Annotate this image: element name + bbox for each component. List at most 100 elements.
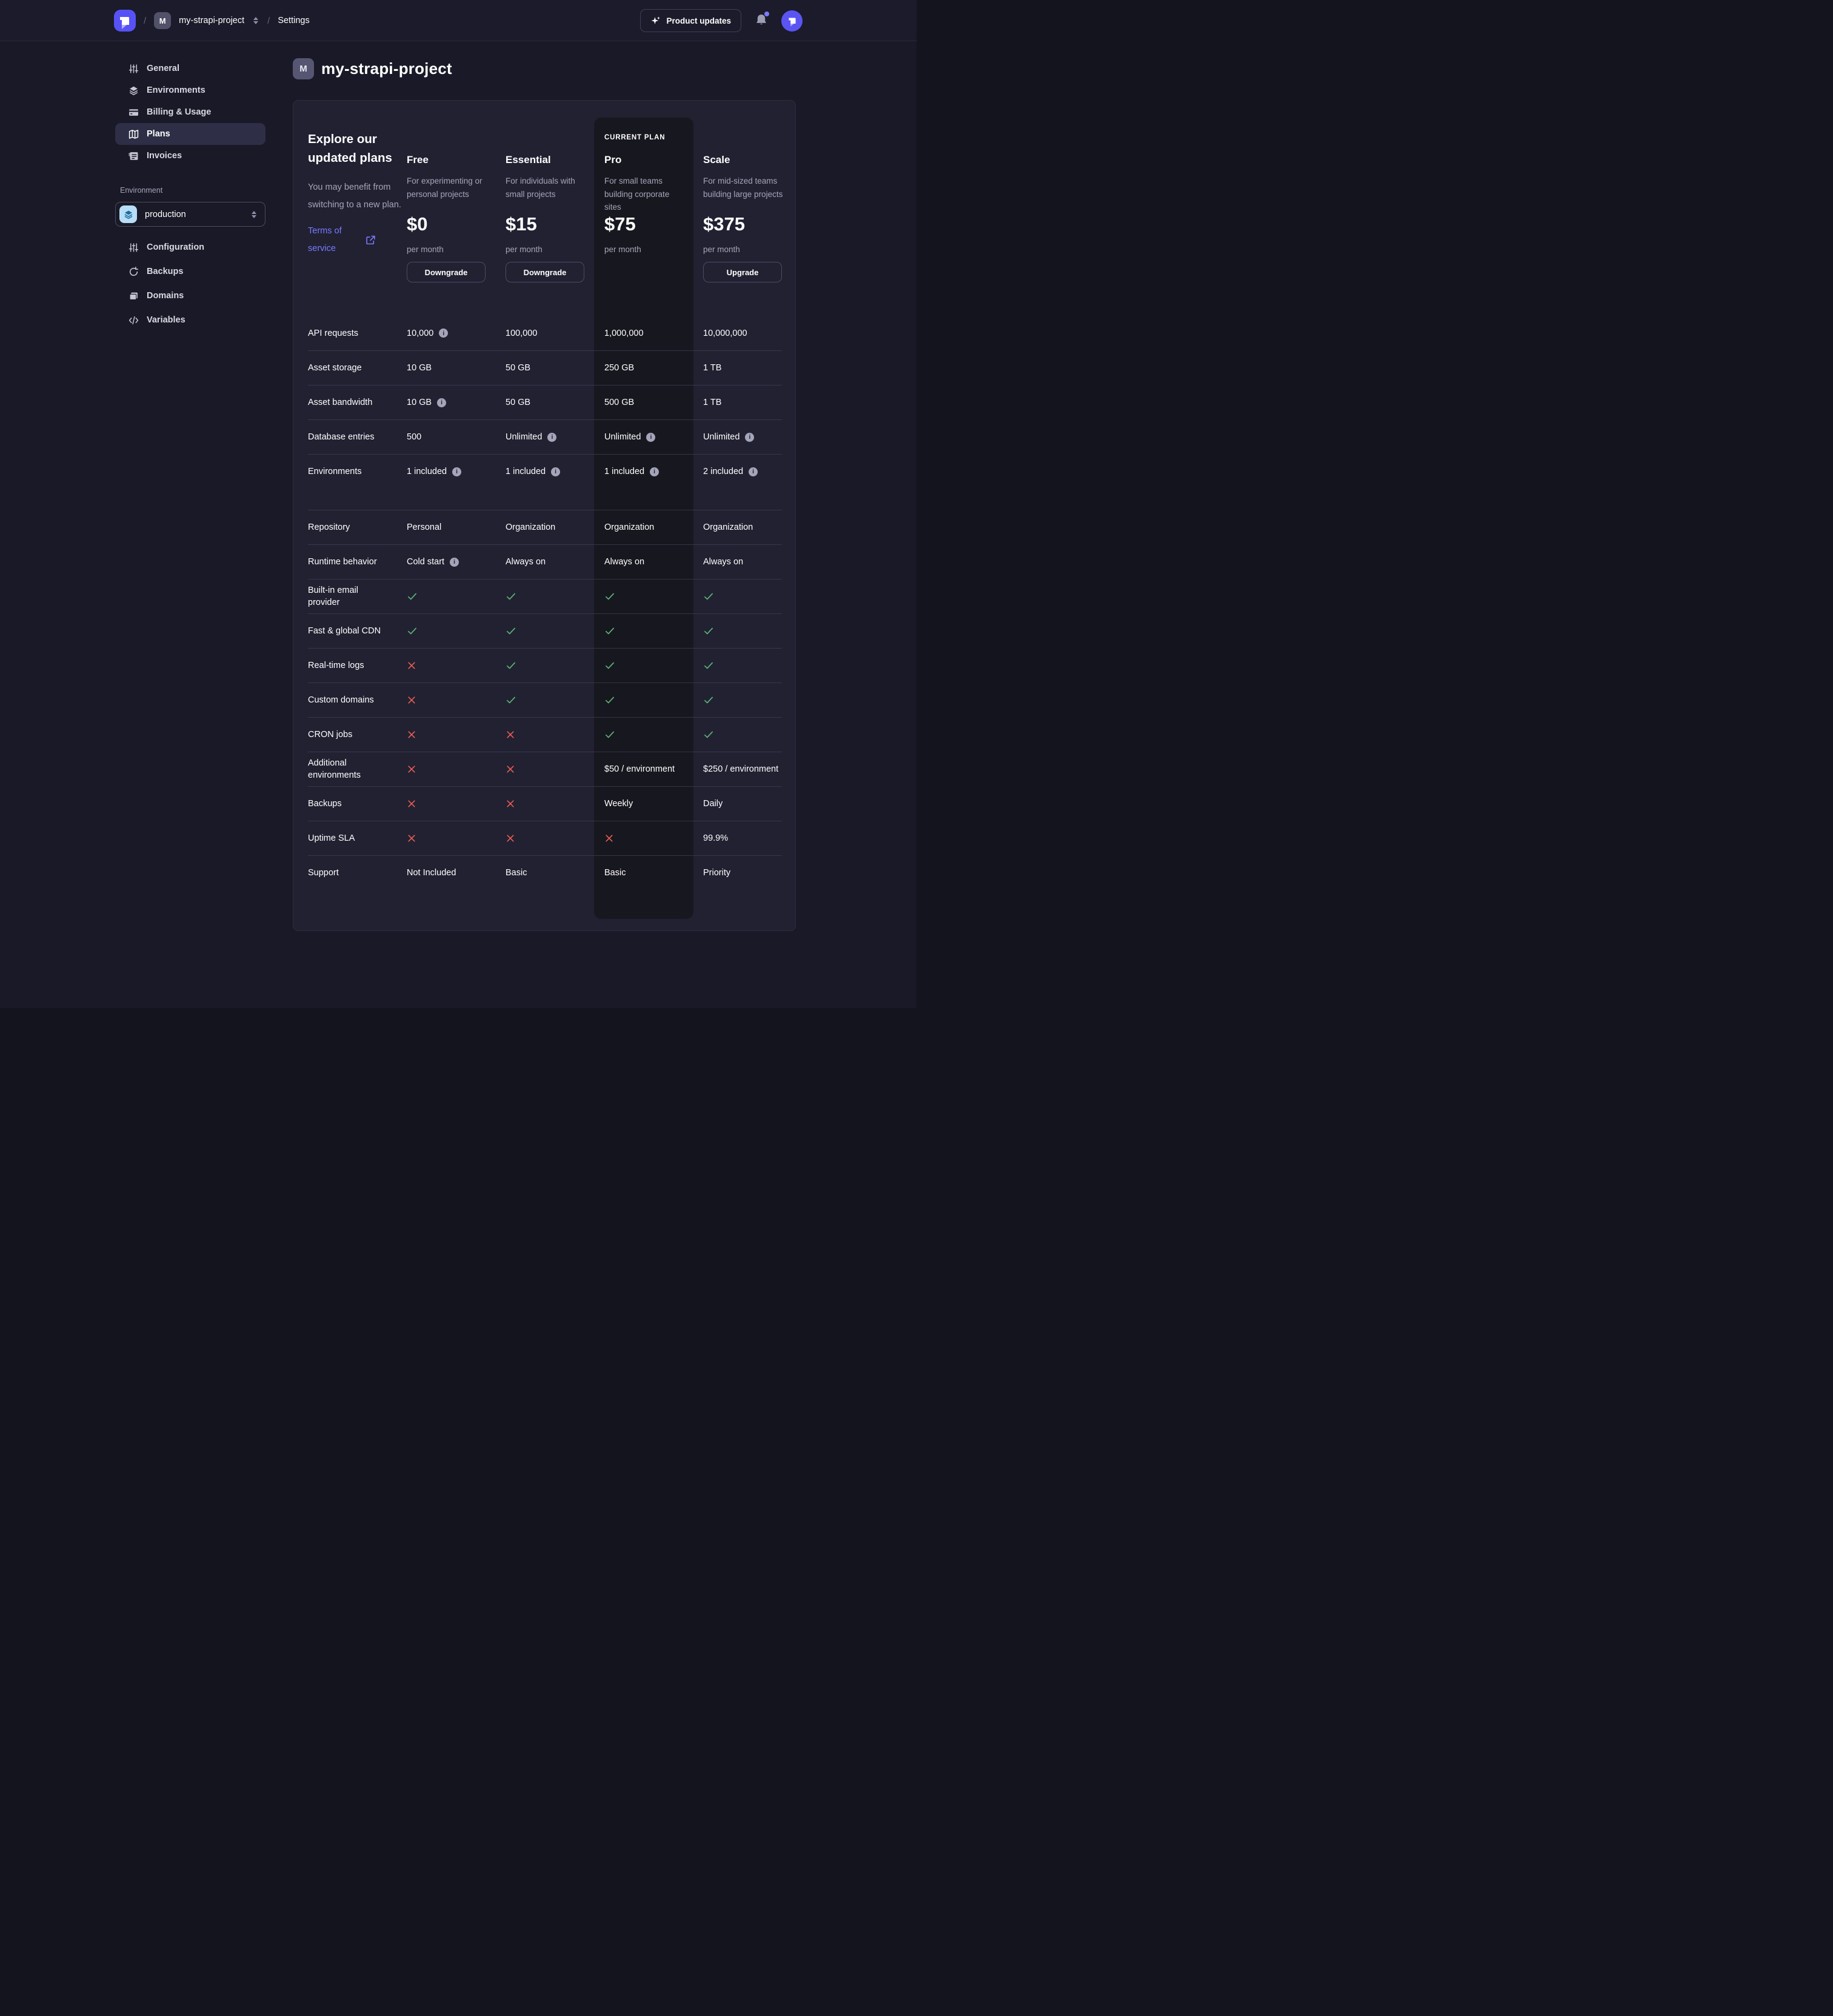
sidebar-item-environments[interactable]: Environments (115, 79, 265, 101)
plan-description: For mid-sized teams building large proje… (703, 176, 783, 199)
cross-icon (507, 766, 514, 773)
cross-icon (507, 800, 514, 807)
feature-row: Asset storage 10 GB 50 GB 250 GB 1 TB (308, 350, 782, 385)
sidebar-item-billing-usage[interactable]: Billing & Usage (115, 101, 265, 123)
feature-cell (506, 660, 604, 671)
feature-value: Unlimited (604, 432, 641, 442)
feature-value: 500 (407, 432, 422, 442)
feature-label: Repository (308, 522, 350, 532)
upgrade-button-scale[interactable]: Upgrade (703, 262, 782, 282)
project-switcher-chevrons-icon[interactable] (252, 16, 259, 25)
cross-icon (408, 696, 415, 704)
feature-cell: Unlimited i (703, 432, 782, 442)
check-icon (704, 627, 713, 635)
feature-cell: Always on (703, 557, 782, 567)
sidebar-item-plans[interactable]: Plans (115, 123, 265, 145)
info-icon[interactable]: i (745, 432, 755, 442)
feature-cell (506, 764, 604, 774)
notifications-button[interactable] (755, 12, 769, 28)
breadcrumb: / M my-strapi-project / Settings (114, 0, 310, 41)
environment-select[interactable]: production (115, 202, 265, 227)
feature-cell: Not Included (407, 868, 506, 878)
feature-value: Weekly (604, 799, 633, 809)
feature-label: CRON jobs (308, 730, 353, 739)
downgrade-button-free[interactable]: Downgrade (407, 262, 486, 282)
feature-row: Uptime SLA 99.9% (308, 821, 782, 855)
feature-cell: 1 included i (604, 467, 703, 476)
feature-cell: 500 GB (604, 398, 703, 407)
breadcrumb-settings[interactable]: Settings (278, 16, 310, 25)
info-icon[interactable]: i (646, 432, 656, 442)
info-icon[interactable]: i (452, 467, 462, 476)
terms-of-service-link[interactable]: Terms of service (308, 222, 376, 258)
feature-value: Always on (506, 557, 546, 567)
feature-row: Runtime behavior Cold start i Always on Alwa… (308, 544, 782, 579)
feature-row: Database entries 500 Unlimited i Unlimited i U… (308, 419, 782, 454)
page-title: my-strapi-project (321, 59, 452, 78)
feature-label: Database entries (308, 432, 375, 442)
feature-value: Cold start (407, 557, 445, 567)
feature-cell (604, 695, 703, 706)
feature-cell: 50 GB (506, 363, 604, 373)
info-icon[interactable]: i (551, 467, 561, 476)
feature-cell (407, 799, 506, 809)
breadcrumb-project-name[interactable]: my-strapi-project (179, 16, 245, 25)
page: / M my-strapi-project / Settings Product… (0, 0, 916, 1008)
plans-subheading: You may benefit from switching to a new … (308, 182, 401, 210)
sidebar-item-variables[interactable]: Variables (115, 308, 265, 332)
plans-heading: Explore our updated plans (308, 132, 392, 165)
bell-icon (756, 15, 766, 25)
feature-row: Asset bandwidth 10 GB i 50 GB 500 GB 1 TB (308, 385, 782, 419)
sidebar-item-label: Environments (147, 85, 205, 95)
sidebar-item-invoices[interactable]: $ Invoices (115, 145, 265, 167)
feature-cell: 1 TB (703, 398, 782, 407)
downgrade-button-essential[interactable]: Downgrade (506, 262, 584, 282)
feature-cell: 1 included i (407, 467, 506, 476)
info-icon[interactable]: i (650, 467, 659, 476)
feature-cell: 99.9% (703, 833, 782, 843)
feature-value: Always on (604, 557, 645, 567)
feature-label: Environments (308, 467, 362, 476)
product-updates-button[interactable]: Product updates (640, 9, 741, 32)
check-icon (605, 662, 615, 669)
info-icon[interactable]: i (437, 398, 447, 407)
feature-row: CRON jobs (308, 717, 782, 752)
feature-cell: 10 GB i (407, 398, 506, 407)
feature-value: Basic (506, 868, 527, 878)
check-icon (605, 731, 615, 738)
sidebar-item-label: Configuration (147, 242, 205, 252)
feature-cell (407, 730, 506, 739)
feature-cell (506, 695, 604, 706)
user-avatar[interactable] (781, 10, 803, 32)
info-icon[interactable]: i (547, 432, 557, 442)
feature-row: Backups Weekly Daily (308, 786, 782, 821)
check-icon (605, 593, 615, 600)
layers-icon (129, 86, 138, 95)
check-icon (407, 627, 417, 635)
strapi-cloud-logo[interactable] (114, 10, 136, 32)
plan-price: $75 (604, 213, 636, 235)
sidebar-item-configuration[interactable]: Configuration (115, 235, 265, 259)
feature-label: Runtime behavior (308, 557, 377, 567)
notification-dot (764, 12, 769, 16)
terms-link-label: Terms of service (308, 226, 342, 253)
project-avatar-badge: M (293, 58, 314, 79)
info-icon[interactable]: i (439, 329, 449, 338)
feature-cell (703, 660, 782, 671)
sliders-icon (129, 64, 139, 73)
feature-label: Built-in email provider (308, 586, 358, 607)
sidebar-item-general[interactable]: General (115, 58, 265, 79)
feature-cell: Unlimited i (506, 432, 604, 442)
cross-icon (507, 835, 514, 842)
info-icon[interactable]: i (450, 557, 459, 567)
feature-value: Unlimited (703, 432, 740, 442)
info-icon[interactable]: i (749, 467, 758, 476)
plan-period: per month (703, 245, 740, 254)
sparkles-icon (652, 16, 661, 24)
plans-intro: Explore our updated plans You may benefi… (308, 130, 408, 258)
feature-cell: Always on (604, 557, 703, 567)
sidebar-item-backups[interactable]: Backups (115, 259, 265, 284)
sidebar-item-label: General (147, 64, 179, 73)
sidebar-item-domains[interactable]: Domains (115, 284, 265, 308)
feature-value: 2 included (703, 467, 744, 476)
